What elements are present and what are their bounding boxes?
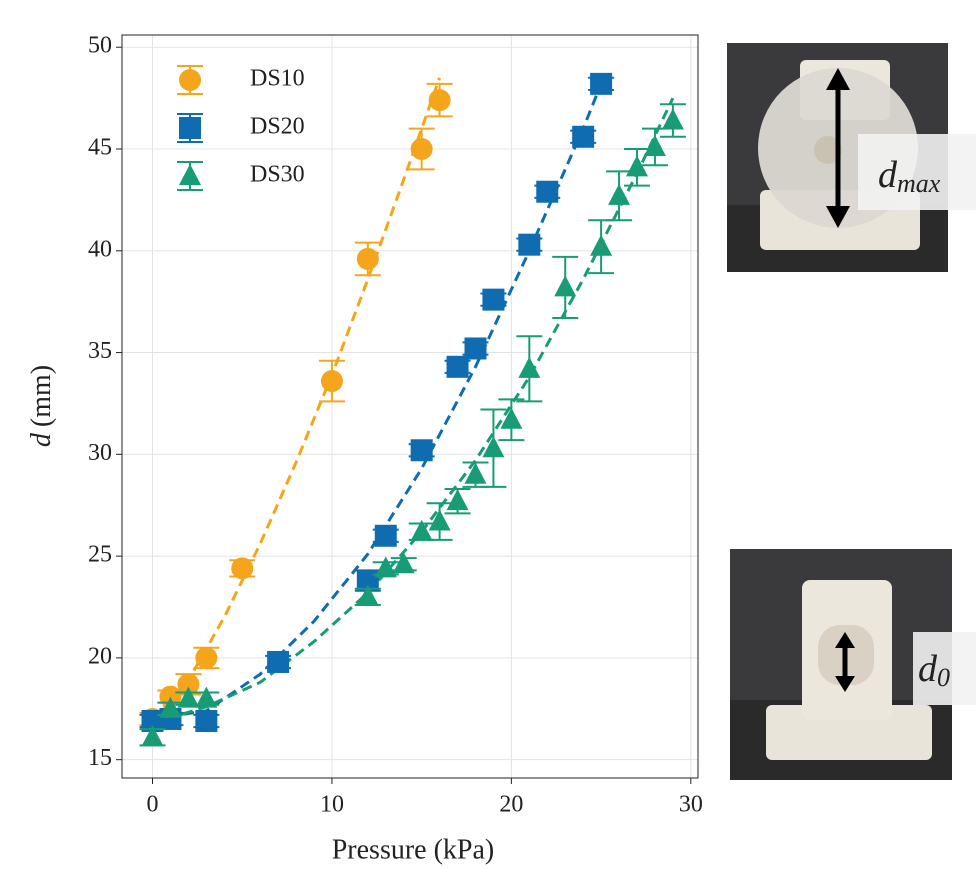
- marker: [446, 489, 469, 511]
- marker: [554, 275, 577, 297]
- y-tick-label: 20: [88, 643, 112, 669]
- photo-nozzle: [814, 136, 842, 164]
- marker: [428, 509, 451, 531]
- arrow-head: [835, 676, 855, 692]
- marker: [177, 673, 200, 696]
- legend-marker: [179, 164, 201, 185]
- x-tick-label: 0: [147, 792, 159, 818]
- marker: [590, 72, 613, 95]
- fit-line: [151, 77, 442, 720]
- arrow-head: [835, 632, 855, 648]
- arrow-head: [826, 68, 850, 90]
- x-axis-label: Pressure (kPa): [332, 834, 495, 865]
- marker: [195, 686, 218, 708]
- marker: [590, 234, 613, 256]
- marker: [159, 696, 182, 718]
- marker: [231, 557, 254, 580]
- marker: [410, 137, 433, 160]
- y-label-symbol: d: [26, 432, 57, 447]
- y-label-unit: (mm): [26, 365, 57, 427]
- marker: [177, 686, 200, 708]
- marker: [195, 710, 218, 733]
- label-box: [913, 632, 976, 705]
- marker: [428, 89, 451, 112]
- legend-label: DS10: [250, 66, 305, 92]
- y-tick-label: 40: [88, 236, 112, 262]
- y-axis-label: d (mm): [26, 365, 57, 447]
- plot-frame: [121, 34, 699, 779]
- fit-line: [152, 97, 675, 725]
- marker: [661, 108, 684, 130]
- marker: [356, 584, 379, 606]
- legend-label: DS20: [250, 114, 305, 140]
- marker: [572, 125, 595, 148]
- marker: [643, 134, 666, 156]
- photo-initial: d0: [730, 549, 976, 780]
- marker: [608, 183, 631, 205]
- marker: [446, 355, 469, 378]
- label-box: [858, 134, 976, 210]
- y-tick-label: 15: [88, 745, 112, 771]
- x-tick-label: 10: [320, 792, 344, 818]
- photo-label: dmax: [878, 154, 941, 198]
- marker: [374, 556, 397, 578]
- marker: [141, 725, 164, 747]
- subscript: 0: [937, 663, 950, 692]
- marker: [482, 288, 505, 311]
- marker: [482, 436, 505, 458]
- y-tick-label: 35: [88, 338, 112, 364]
- photo-label: d0: [918, 648, 950, 692]
- marker: [410, 439, 433, 462]
- legend-marker: [179, 117, 201, 139]
- photo-expanded: dmax: [727, 43, 976, 272]
- marker: [320, 370, 343, 393]
- subscript: max: [897, 169, 941, 198]
- marker: [464, 337, 487, 360]
- marker: [356, 247, 379, 270]
- marker: [500, 407, 523, 429]
- symbol: d: [918, 648, 938, 690]
- marker: [518, 356, 541, 378]
- marker: [195, 646, 218, 669]
- marker: [625, 155, 648, 177]
- marker: [518, 233, 541, 256]
- marker: [410, 519, 433, 541]
- legend-label: DS30: [250, 162, 305, 188]
- legend-marker: [179, 69, 201, 91]
- y-tick-label: 45: [88, 134, 112, 160]
- symbol: d: [878, 154, 898, 196]
- y-tick-label: 50: [88, 33, 112, 59]
- marker: [374, 524, 397, 547]
- y-tick-label: 30: [88, 440, 112, 466]
- marker: [536, 180, 559, 203]
- x-tick-label: 20: [499, 792, 523, 818]
- marker: [267, 650, 290, 673]
- marker: [392, 552, 415, 574]
- arrow-head: [826, 206, 850, 228]
- x-tick-label: 30: [679, 792, 703, 818]
- marker: [464, 462, 487, 484]
- y-tick-label: 25: [88, 542, 112, 568]
